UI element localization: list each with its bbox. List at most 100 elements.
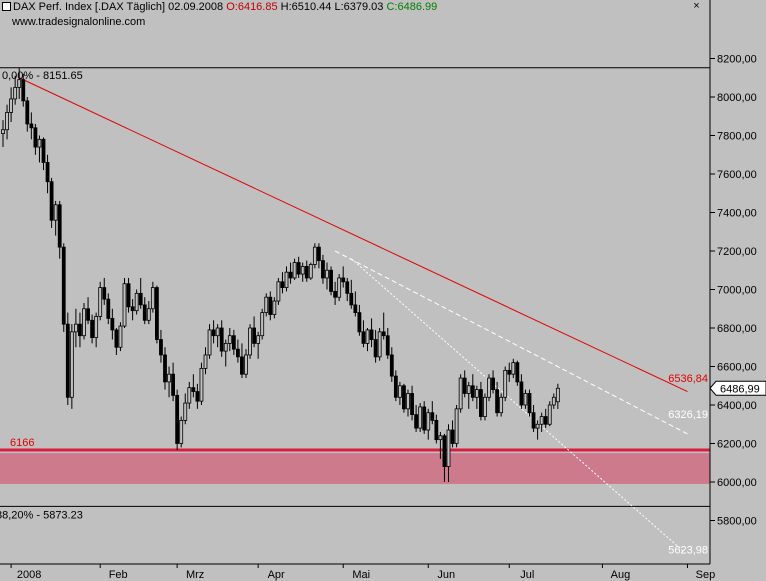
candle-down [159, 339, 163, 356]
candle-up [256, 335, 261, 344]
x-tick-label: Mai [352, 569, 370, 581]
y-tick-label: 7400,00 [717, 208, 757, 220]
candle-down [491, 377, 495, 390]
candle-up [483, 396, 487, 417]
candle-down [25, 100, 30, 125]
candle-down [470, 385, 475, 398]
candle-up [98, 287, 103, 317]
candle-down [450, 429, 455, 444]
candle-down [231, 335, 236, 350]
candle-up [377, 331, 382, 358]
candle-down [353, 304, 358, 313]
candle-up [397, 385, 402, 398]
x-tick-label: Mrz [186, 569, 204, 581]
quote-close: C:6486.99 [386, 1, 438, 13]
candle-up [406, 393, 410, 410]
y-tick-label: 6400,00 [717, 400, 757, 412]
candle-up [487, 377, 491, 398]
candle-down [110, 317, 115, 331]
candle-up [551, 396, 556, 406]
candle-down [410, 393, 414, 416]
y-tick-label: 5800,00 [717, 516, 757, 528]
candle-up [187, 387, 192, 404]
support-zone [0, 453, 710, 484]
candle-up [503, 369, 508, 398]
candle-down [341, 277, 346, 283]
candle-up [82, 308, 86, 337]
y-tick-label: 6800,00 [717, 323, 757, 335]
candle-up [244, 354, 248, 375]
candle-up [227, 335, 232, 344]
candle-down [527, 393, 532, 414]
candle-down [138, 292, 143, 306]
x-tick-label: Aug [611, 569, 631, 581]
candle-up [134, 292, 139, 312]
candle-down [211, 329, 216, 337]
trendline-label: 6536,84 [668, 373, 708, 385]
candle-down [507, 369, 512, 375]
candle-down [280, 281, 285, 288]
candle-up [454, 408, 459, 444]
candle-up [9, 98, 14, 113]
candle-down [49, 181, 54, 221]
dashed-1-label: 6326,19 [668, 409, 708, 421]
website-label: www.tradesignalonline.com [12, 16, 146, 28]
close-icon[interactable]: × [693, 0, 700, 12]
candle-up [37, 138, 42, 148]
x-tick-label: 2008 [17, 569, 41, 581]
candle-up [167, 373, 171, 383]
quote-date: 02.09.2008 [168, 1, 224, 13]
candle-up [118, 325, 123, 348]
candle-up [284, 271, 289, 288]
candle-up [300, 265, 305, 275]
candle-down [434, 419, 439, 441]
quote-open: O:6416.85 [226, 1, 278, 13]
candle-down [86, 308, 90, 321]
last-price-label: 6486,99 [720, 383, 760, 395]
candle-up [74, 323, 78, 333]
instrument-info: DAX Perf. Index [.DAX Täglich] 02.09.200… [2, 1, 437, 13]
candle-up [438, 435, 443, 441]
candle-down [114, 329, 119, 348]
x-tick-label: Sep [696, 569, 716, 581]
candle-down [531, 412, 536, 429]
dashed-channel-line-2 [350, 258, 684, 552]
candle-down [195, 391, 200, 402]
candle-down [126, 283, 131, 308]
candle-up [272, 300, 277, 315]
candle-down [402, 385, 406, 410]
candle-down [288, 271, 293, 279]
candle-down [414, 414, 419, 429]
last-price-box [709, 380, 766, 396]
y-tick-label: 6000,00 [717, 477, 757, 489]
candle-up [466, 385, 471, 394]
candle-down [333, 291, 338, 298]
candle-up [292, 262, 297, 279]
candle-down [478, 389, 483, 417]
y-tick-label: 7200,00 [717, 246, 757, 258]
candle-up [215, 327, 220, 337]
candle-down [361, 331, 366, 344]
candle-down [462, 377, 467, 394]
candle-up [276, 281, 281, 302]
window-menu-icon[interactable] [2, 2, 11, 11]
y-tick-label: 7800,00 [717, 131, 757, 143]
y-tick-label: 6200,00 [717, 439, 757, 451]
candle-down [41, 138, 46, 163]
candle-down [130, 306, 135, 312]
candle-down [163, 354, 167, 383]
x-tick-label: Feb [109, 569, 128, 581]
candle-down [381, 331, 386, 337]
candle-up [337, 277, 342, 298]
candle-down [29, 123, 34, 129]
candle-up [1, 129, 5, 134]
candle-up [264, 296, 269, 314]
candle-up [179, 419, 184, 444]
candle-down [345, 281, 350, 294]
candle-down [102, 287, 107, 300]
candle-down [296, 262, 301, 275]
quote-high: H:6510.44 [280, 1, 332, 13]
candle-down [442, 435, 447, 467]
